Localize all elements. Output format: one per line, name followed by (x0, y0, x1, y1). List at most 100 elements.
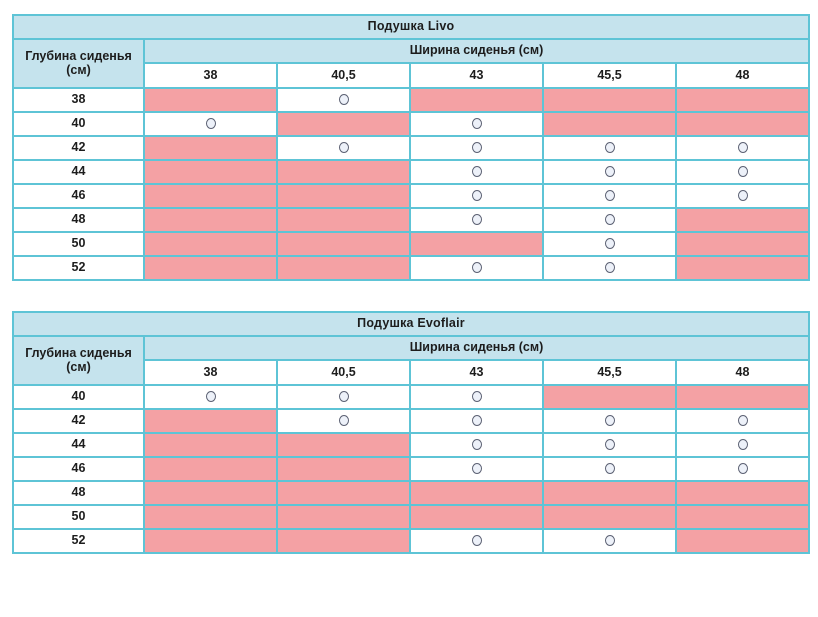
depth-value-label: 42 (12, 408, 145, 434)
available-cell (542, 456, 677, 482)
available-cell (542, 528, 677, 554)
available-cell (276, 135, 411, 161)
unavailable-cell (409, 504, 544, 530)
available-cell (675, 432, 810, 458)
available-cell (409, 408, 544, 434)
available-circle-icon (471, 118, 482, 130)
table-row: 40 (12, 384, 810, 410)
unavailable-cell (409, 231, 544, 257)
table-row: 48 (12, 207, 810, 233)
table-title: Подушка Livo (12, 14, 810, 40)
available-cell (409, 456, 544, 482)
unavailable-cell (542, 504, 677, 530)
available-circle-icon (471, 463, 482, 475)
unavailable-cell (276, 183, 411, 209)
unavailable-cell (542, 111, 677, 137)
unavailable-cell (675, 255, 810, 281)
width-col-header: 40,5 (276, 62, 411, 89)
available-circle-icon (471, 142, 482, 154)
table-row: 44 (12, 159, 810, 185)
unavailable-cell (143, 183, 278, 209)
unavailable-cell (675, 504, 810, 530)
depth-value-label: 44 (12, 159, 145, 185)
available-cell (542, 231, 677, 257)
available-circle-icon (338, 415, 349, 427)
available-circle-icon (604, 415, 615, 427)
unavailable-cell (675, 231, 810, 257)
available-cell (143, 111, 278, 137)
width-col-header: 38 (143, 359, 278, 386)
unavailable-cell (675, 111, 810, 137)
available-circle-icon (604, 535, 615, 547)
available-cell (276, 384, 411, 410)
available-circle-icon (205, 391, 216, 403)
table-row: 38 (12, 87, 810, 113)
available-circle-icon (205, 118, 216, 130)
unavailable-cell (143, 159, 278, 185)
unavailable-cell (143, 207, 278, 233)
available-cell (409, 159, 544, 185)
available-cell (276, 408, 411, 434)
available-cell (675, 408, 810, 434)
width-col-header: 38 (143, 62, 278, 89)
available-circle-icon (471, 214, 482, 226)
available-cell (542, 432, 677, 458)
width-col-header: 48 (675, 359, 810, 386)
available-cell (409, 135, 544, 161)
depth-value-label: 40 (12, 384, 145, 410)
unavailable-cell (143, 255, 278, 281)
available-cell (542, 207, 677, 233)
seat-depth-header: Глубина сиденья (см) (12, 335, 145, 386)
unavailable-cell (143, 528, 278, 554)
table-row: 50 (12, 504, 810, 530)
available-circle-icon (471, 535, 482, 547)
unavailable-cell (143, 456, 278, 482)
unavailable-cell (276, 504, 411, 530)
available-cell (409, 255, 544, 281)
table-title-row: Подушка Evoflair (12, 311, 810, 337)
unavailable-cell (276, 207, 411, 233)
unavailable-cell (675, 207, 810, 233)
available-circle-icon (471, 439, 482, 451)
available-circle-icon (338, 391, 349, 403)
width-col-header: 43 (409, 359, 544, 386)
table-row: 52 (12, 255, 810, 281)
available-circle-icon (471, 415, 482, 427)
table-row: 48 (12, 480, 810, 506)
unavailable-cell (542, 384, 677, 410)
unavailable-cell (143, 480, 278, 506)
table-row: 40 (12, 111, 810, 137)
unavailable-cell (276, 480, 411, 506)
available-cell (542, 408, 677, 434)
livo-size-table: Подушка Livo Глубина сиденья (см) Ширина… (12, 14, 810, 281)
table-header-row: Глубина сиденья (см) Ширина сиденья (см) (12, 38, 810, 89)
unavailable-cell (675, 480, 810, 506)
table-row: 42 (12, 135, 810, 161)
available-cell (409, 111, 544, 137)
unavailable-cell (409, 87, 544, 113)
available-circle-icon (604, 142, 615, 154)
available-cell (542, 159, 677, 185)
available-cell (409, 528, 544, 554)
unavailable-cell (542, 480, 677, 506)
depth-value-label: 48 (12, 480, 145, 506)
table-row: 46 (12, 183, 810, 209)
available-cell (143, 384, 278, 410)
unavailable-cell (409, 480, 544, 506)
depth-value-label: 40 (12, 111, 145, 137)
available-cell (542, 255, 677, 281)
available-circle-icon (604, 166, 615, 178)
depth-value-label: 38 (12, 87, 145, 113)
unavailable-cell (276, 528, 411, 554)
depth-value-label: 42 (12, 135, 145, 161)
unavailable-cell (276, 255, 411, 281)
width-col-header: 43 (409, 62, 544, 89)
available-cell (675, 183, 810, 209)
table-row: 46 (12, 456, 810, 482)
available-cell (409, 384, 544, 410)
available-circle-icon (737, 415, 748, 427)
available-circle-icon (471, 190, 482, 202)
unavailable-cell (143, 408, 278, 434)
unavailable-cell (276, 111, 411, 137)
evoflair-size-table: Подушка Evoflair Глубина сиденья (см) Ши… (12, 311, 810, 554)
